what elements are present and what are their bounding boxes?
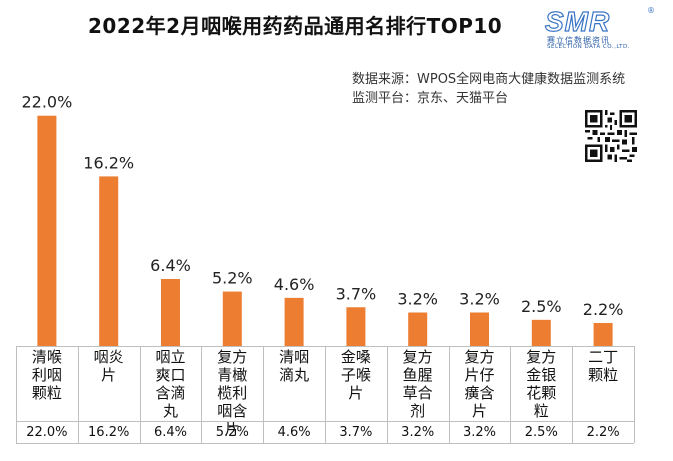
category-text-5: 清咽滴丸	[279, 348, 310, 384]
bar-8	[470, 312, 489, 346]
table-value-2: 16.2%	[88, 425, 130, 440]
bar-4	[222, 291, 242, 346]
table-value-4: 5.2%	[215, 425, 249, 440]
table-value-3: 6.4%	[153, 425, 188, 440]
bar-7	[408, 312, 428, 346]
bar-value-label-8: 3.2%	[459, 290, 500, 309]
logo-mark: SMR	[544, 5, 611, 37]
smr-logo: SMR ® 赛立信数据资讯 SELECTION DATA CO.,LTD.	[544, 5, 655, 50]
bar-5	[284, 297, 304, 346]
table-column-border	[325, 346, 326, 443]
table-column-border	[572, 346, 574, 443]
table-column-border	[448, 346, 450, 443]
table-column-border	[263, 346, 265, 443]
table-value-1: 22.0%	[26, 425, 68, 440]
category-label-4: 复方青橄榄利咽含片	[203, 348, 261, 438]
table-column-border	[386, 346, 388, 443]
category-label-9: 复方金银花颗粒	[512, 348, 570, 420]
category-label-6: 金嗓子喉片	[327, 348, 385, 420]
bar-value-label-1: 22.0%	[21, 93, 72, 112]
bar-1	[37, 115, 57, 347]
bar-value-label-7: 3.2%	[397, 290, 438, 309]
category-text-8: 复方片仔癀含片	[464, 348, 495, 420]
chart-title: 2022年2月咽喉用药药品通用名排行TOP10	[88, 14, 503, 38]
table-value-7: 3.2%	[401, 425, 435, 440]
bar-2	[99, 176, 119, 346]
table-column-border	[510, 346, 512, 443]
category-label-1: 清喉利咽颗粒	[18, 348, 76, 420]
table-column-border	[16, 346, 17, 443]
qr-code-icon	[585, 110, 637, 162]
category-text-2: 咽炎片	[93, 348, 124, 384]
table-column-border	[77, 346, 79, 443]
bar-value-label-4: 5.2%	[212, 269, 253, 288]
category-label-2: 咽炎片	[80, 348, 138, 420]
category-label-8: 复方片仔癀含片	[451, 348, 509, 420]
table-column-border	[634, 346, 635, 443]
bar-6	[346, 307, 366, 346]
category-text-10: 二丁颗粒	[588, 348, 619, 384]
bar-value-label-6: 3.7%	[336, 284, 377, 303]
bar-value-label-10: 2.2%	[583, 300, 624, 319]
table-column-border	[201, 346, 203, 443]
logo-chinese-name: 赛立信数据资讯	[547, 36, 610, 45]
category-text-3: 咽立爽口含滴丸	[155, 348, 186, 420]
bar-value-label-3: 6.4%	[150, 256, 191, 275]
table-value-10: 2.2%	[586, 425, 620, 440]
table-value-5: 4.6%	[277, 425, 311, 440]
bar-10	[593, 322, 613, 346]
category-text-9: 复方金银花颗粒	[526, 348, 557, 420]
bar-value-label-5: 4.6%	[274, 275, 315, 294]
table-value-6: 3.7%	[339, 425, 373, 440]
bar-3	[161, 279, 180, 346]
category-label-7: 复方鱼腥草合剂	[389, 348, 447, 420]
table-column-border	[139, 346, 141, 443]
category-label-3: 咽立爽口含滴丸	[142, 348, 200, 420]
bar-value-label-2: 16.2%	[83, 153, 134, 172]
table-value-9: 2.5%	[524, 425, 558, 440]
bar-9	[531, 319, 551, 346]
category-text-4: 复方青橄榄利咽含片	[217, 348, 248, 438]
category-text-1: 清喉利咽颗粒	[31, 348, 62, 402]
data-source-label: 数据来源：WPOS全网电商大健康数据监测系统	[352, 72, 626, 87]
table-bottom-border	[16, 443, 634, 444]
registered-mark: ®	[647, 6, 655, 15]
bar-value-label-9: 2.5%	[521, 297, 562, 316]
category-label-5: 清咽滴丸	[265, 348, 323, 420]
category-text-6: 金嗓子喉片	[340, 348, 371, 402]
category-text-7: 复方鱼腥草合剂	[402, 348, 433, 420]
platform-label: 监测平台：京东、天猫平台	[352, 91, 509, 106]
category-label-10: 二丁颗粒	[574, 348, 632, 420]
logo-english-name: SELECTION DATA CO.,LTD.	[547, 44, 631, 50]
table-value-8: 3.2%	[462, 425, 497, 440]
